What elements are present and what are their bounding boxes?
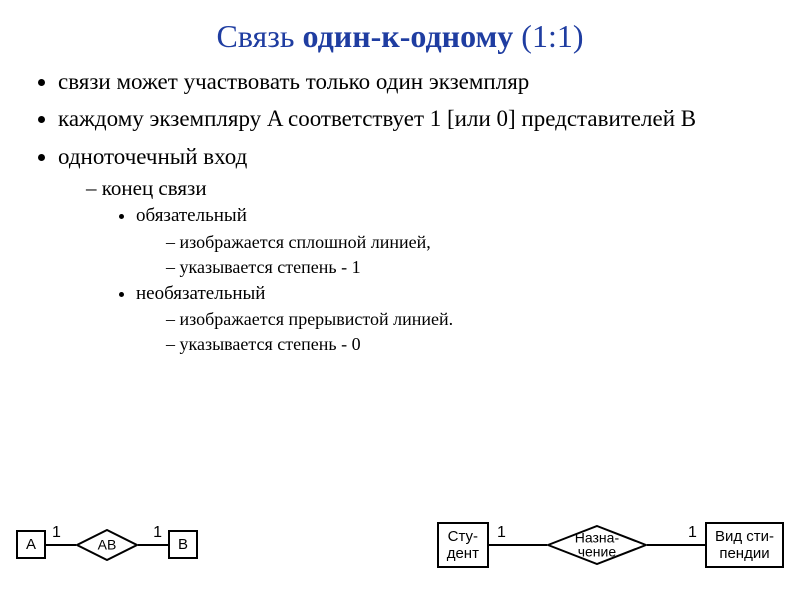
bullet-3-1-1: обязательный изображается сплошной линие…: [136, 204, 770, 278]
er-diagrams: A 1 AB 1 B Сту- дент 1: [16, 522, 784, 569]
connector-1-left: 1: [46, 544, 76, 546]
entity-student-line1: Сту-: [448, 528, 478, 545]
sublist-3: конец связи обязательный изображается сп…: [86, 175, 770, 356]
diagram-1: A 1 AB 1 B: [16, 529, 198, 561]
title-suffix: (1:1): [513, 18, 583, 54]
bullet-3-1-1-1: изображается сплошной линией,: [166, 231, 770, 254]
bullet-3-1-1-text: обязательный: [136, 205, 247, 226]
relationship-ab: AB: [76, 529, 138, 561]
cardinality-1-right: 1: [153, 524, 162, 542]
diagram-2: Сту- дент 1 Назна- чение 1 Вид сти- пенд…: [437, 522, 784, 569]
rel-line1: Назна-: [575, 529, 619, 545]
entity-scholarship-type: Вид сти- пендии: [705, 522, 784, 569]
relationship-assignment: Назна- чение: [547, 525, 647, 565]
bullet-3-1-2-2: указывается степень - 0: [166, 333, 770, 356]
bullet-1: связи может участвовать только один экзе…: [58, 67, 770, 96]
title-prefix: Связь: [217, 18, 303, 54]
bullet-3-1-2: необязательный изображается прерывистой …: [136, 282, 770, 356]
entity-a: A: [16, 530, 46, 559]
content-area: связи может участвовать только один экзе…: [0, 67, 800, 356]
title-bold: один-к-одному: [303, 18, 514, 54]
sublist-3-1: обязательный изображается сплошной линие…: [136, 204, 770, 356]
page-title: Связь один-к-одному (1:1): [0, 0, 800, 67]
relationship-ab-label: AB: [98, 537, 117, 552]
bullet-list: связи может участвовать только один экзе…: [58, 67, 770, 356]
entity-student-line2: дент: [447, 545, 479, 562]
bullet-3-text: одноточечный вход: [58, 144, 247, 169]
entity-b: B: [168, 530, 198, 559]
connector-2-right: 1: [647, 544, 705, 546]
rel-line2: чение: [578, 544, 616, 560]
bullet-3-1-2-1: изображается прерывистой линией.: [166, 308, 770, 331]
relationship-assignment-label: Назна- чение: [575, 530, 619, 559]
connector-2-left: 1: [489, 544, 547, 546]
bullet-2: каждому экземпляру A соответствует 1 [ил…: [58, 104, 770, 133]
cardinality-1-left: 1: [52, 524, 61, 542]
connector-1-right: 1: [138, 544, 168, 546]
bullet-3-1-2-text: необязательный: [136, 283, 265, 304]
cardinality-2-left: 1: [497, 524, 506, 542]
bullet-3-1-text: конец связи: [102, 176, 207, 200]
bullet-3-1-1-2: указывается степень - 1: [166, 256, 770, 279]
sublist-3-1-1: изображается сплошной линией, указываетс…: [166, 231, 770, 279]
cardinality-2-right: 1: [688, 524, 697, 542]
entity-sch-line1: Вид сти-: [715, 528, 774, 545]
entity-student: Сту- дент: [437, 522, 489, 569]
sublist-3-1-2: изображается прерывистой линией. указыва…: [166, 308, 770, 356]
entity-sch-line2: пендии: [719, 545, 769, 562]
bullet-3-1: конец связи обязательный изображается сп…: [86, 175, 770, 356]
bullet-3: одноточечный вход конец связи обязательн…: [58, 142, 770, 356]
